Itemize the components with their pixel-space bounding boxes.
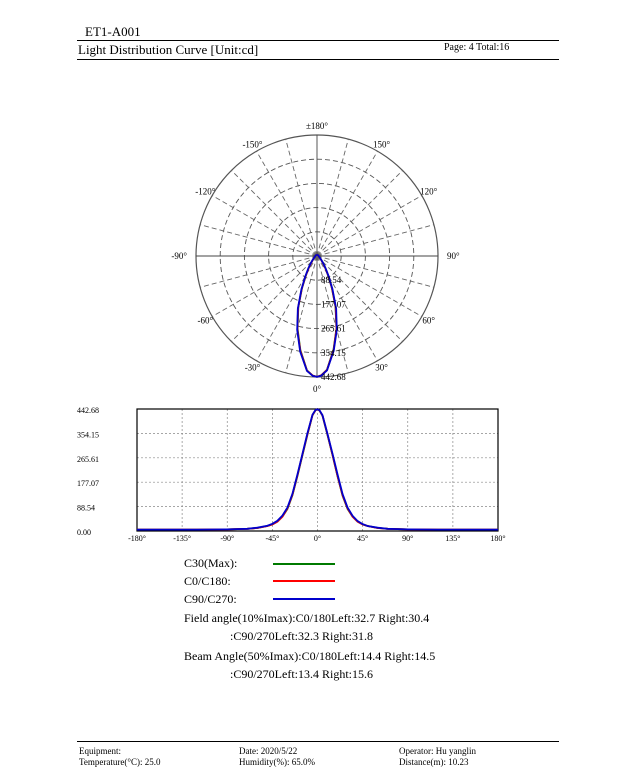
polar-chart [195,134,439,378]
legend-label-c0: C0/C180: [184,574,231,588]
x-tick-label: -180° [128,534,146,543]
line-curve-2 [137,408,498,531]
polar-spoke [316,170,403,257]
polar-spoke [231,170,318,257]
polar-spoke [316,195,423,257]
y-tick-label: 442.68 [77,406,99,415]
polar-spoke [316,255,423,317]
polar-spoke [316,255,403,342]
footer-distance: Distance(m): 10.23 [399,757,469,767]
page-indicator: Page: 4 Total:16 [444,42,510,53]
polar-spoke [285,139,318,257]
polar-angle-label: -120° [195,187,215,197]
footer-date-block: Date: 2020/5/22 Humidity(%): 65.0% [239,746,315,768]
footer-equipment: Equipment: [79,746,121,756]
polar-spoke [316,255,434,288]
polar-spoke [316,150,378,257]
y-tick-label: 265.61 [77,455,99,464]
footer-operator: Operator: Hu yanglin [399,746,476,756]
legend-swatch-c0 [273,580,335,582]
footer-date: Date: 2020/5/22 [239,746,298,756]
polar-angle-label: 150° [373,139,391,149]
polar-angle-label: 0° [313,384,322,394]
polar-angle-label: -150° [242,139,262,149]
footer-equipment-block: Equipment: Temperature(°C): 25.0 [79,746,160,768]
polar-spoke [211,255,318,317]
x-tick-label: 90° [402,534,413,543]
polar-spoke [200,255,318,288]
polar-spoke [316,139,349,257]
polar-angle-label: -60° [197,316,213,326]
y-tick-label: 88.54 [77,504,95,513]
footer-operator-block: Operator: Hu yanglin Distance(m): 10.23 [399,746,476,768]
polar-angle-label: 60° [422,316,435,326]
footer-temperature: Temperature(°C): 25.0 [79,757,161,767]
y-tick-label: 354.15 [77,430,99,439]
x-tick-label: -45° [265,534,279,543]
polar-angle-label: 120° [420,187,438,197]
polar-angle-label: ±180° [306,121,328,131]
x-tick-label: 45° [357,534,368,543]
x-tick-label: -90° [220,534,234,543]
polar-spoke [256,150,318,257]
polar-radial-label: 177.07 [321,299,346,309]
polar-angle-label: 90° [447,251,460,261]
x-tick-label: 135° [445,534,460,543]
document-title: Light Distribution Curve [Unit:cd] [78,42,259,57]
footer-rule [77,741,559,742]
y-tick-label: 0.00 [77,528,91,537]
polar-spoke [316,224,434,257]
header-rule-bottom [77,59,559,60]
beam-angle-line-1: Beam Angle(50%Imax):C0/180Left:14.4 Righ… [184,649,436,663]
polar-radial-label: 354.15 [321,348,346,358]
legend-swatch-c30 [273,563,335,565]
y-tick-label: 177.07 [77,479,99,488]
polar-spoke [200,224,318,257]
footer-humidity: Humidity(%): 65.0% [239,757,315,767]
beam-angle-line-2: :C90/270Left:13.4 Right:15.6 [230,667,373,681]
document-id: ET1-A001 [85,24,141,39]
polar-spoke [316,255,349,373]
legend-label-c90: C90/C270: [184,592,237,606]
polar-spoke [231,255,318,342]
field-angle-line-2: :C90/270Left:32.3 Right:31.8 [230,629,373,643]
x-tick-label: -135° [173,534,191,543]
polar-spoke [211,195,318,257]
legend-label-c30: C30(Max): [184,556,238,570]
polar-radial-label: 442.68 [321,372,346,382]
polar-angle-label: -30° [245,363,261,373]
linear-chart [136,408,499,532]
polar-spoke [285,255,318,373]
field-angle-line-1: Field angle(10%Imax):C0/180Left:32.7 Rig… [184,611,430,625]
x-tick-label: 180° [490,534,505,543]
x-tick-label: 0° [314,534,321,543]
header-rule-top [77,40,559,41]
charts-canvas: ±180° 150° 120° 90° 60° 30° 0° -30° -60° -90° -120… [77,121,506,543]
polar-angle-label: -90° [171,251,187,261]
polar-radial-label: 88.54 [321,275,342,285]
polar-radial-label: 265.61 [321,324,346,334]
polar-angle-label: 30° [375,363,388,373]
legend-swatch-c90 [273,598,335,600]
polar-curve-2 [296,253,338,378]
